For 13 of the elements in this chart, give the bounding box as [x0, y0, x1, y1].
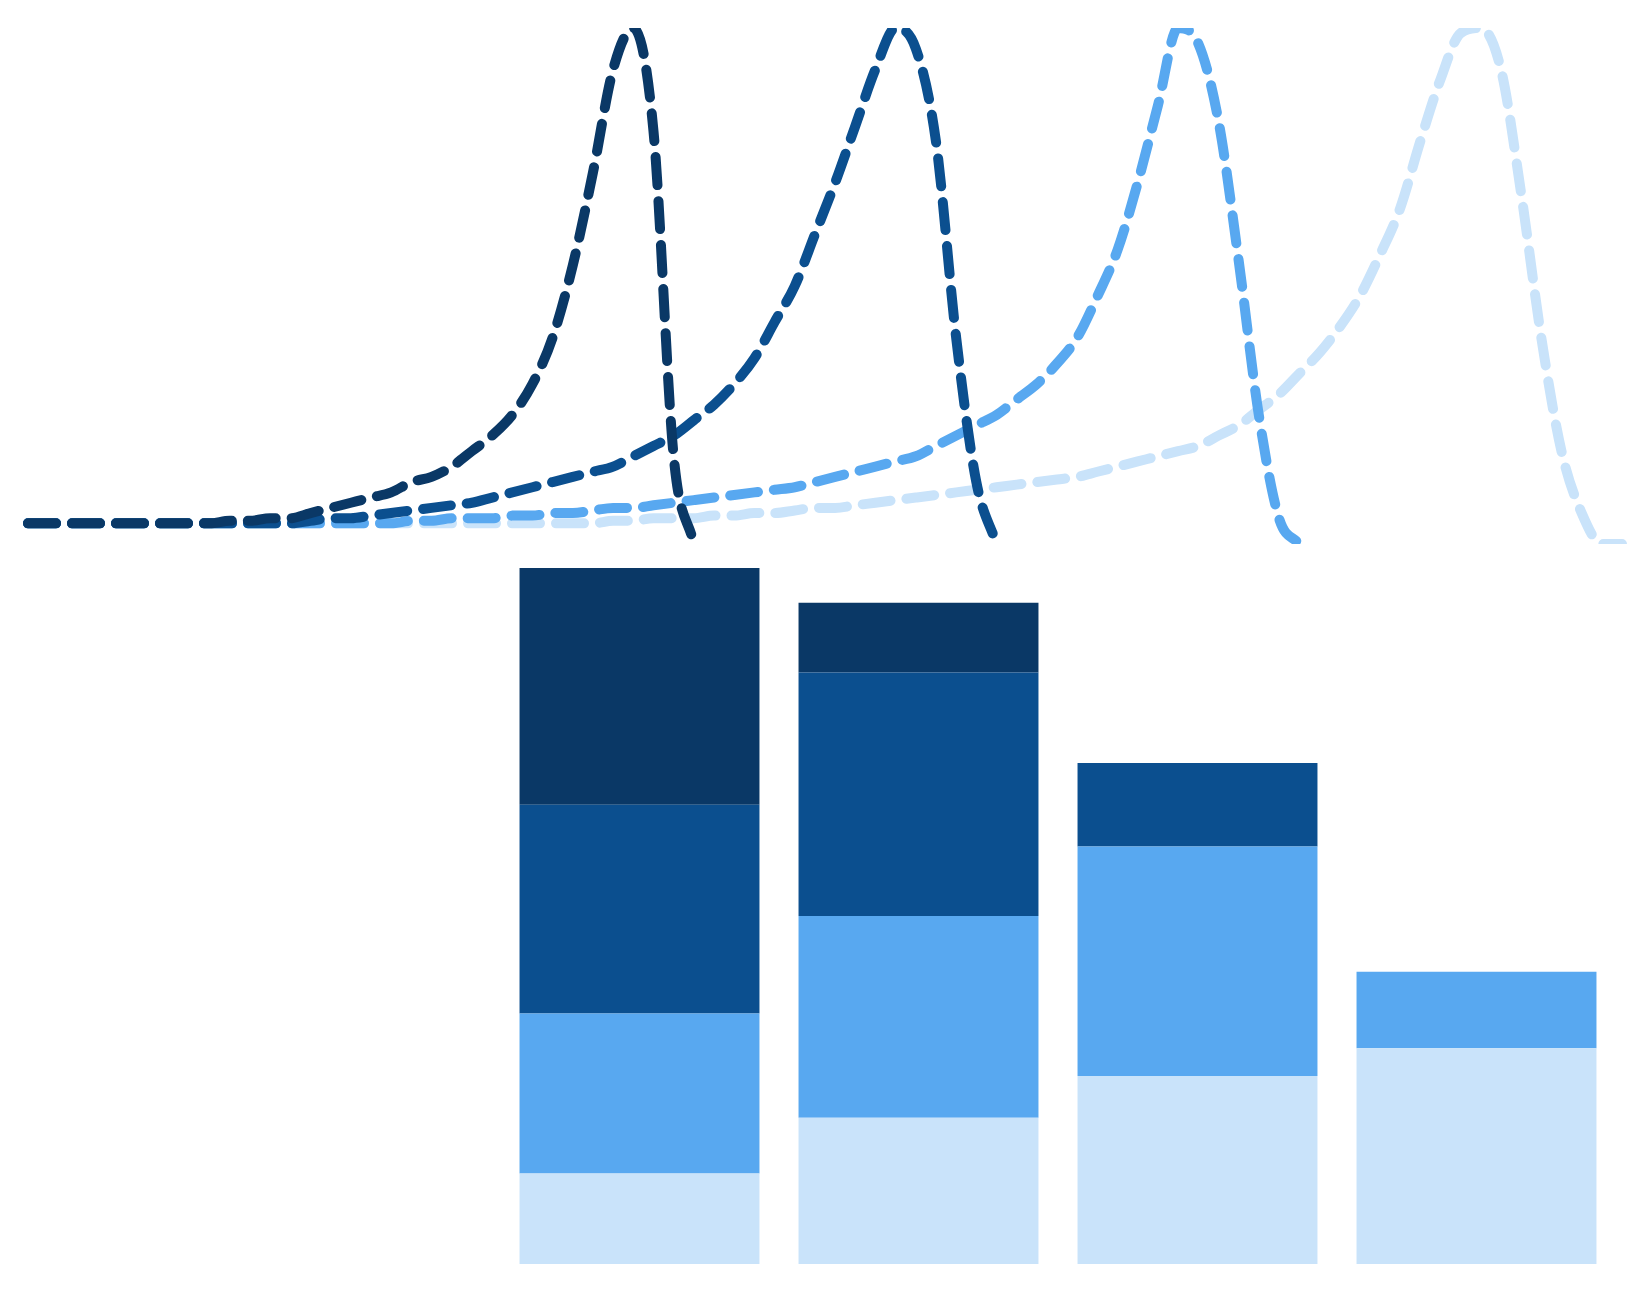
bar	[1077, 1076, 1318, 1264]
bar	[798, 916, 1039, 1118]
bar	[1356, 971, 1597, 1049]
bar	[519, 568, 760, 805]
bar	[798, 1117, 1039, 1264]
bar	[519, 1013, 760, 1174]
bar	[519, 1173, 760, 1264]
bar	[1077, 762, 1318, 847]
bar	[798, 672, 1039, 916]
bar	[1356, 1048, 1597, 1264]
bar	[519, 804, 760, 1014]
bar	[798, 602, 1039, 673]
bar	[1077, 846, 1318, 1077]
